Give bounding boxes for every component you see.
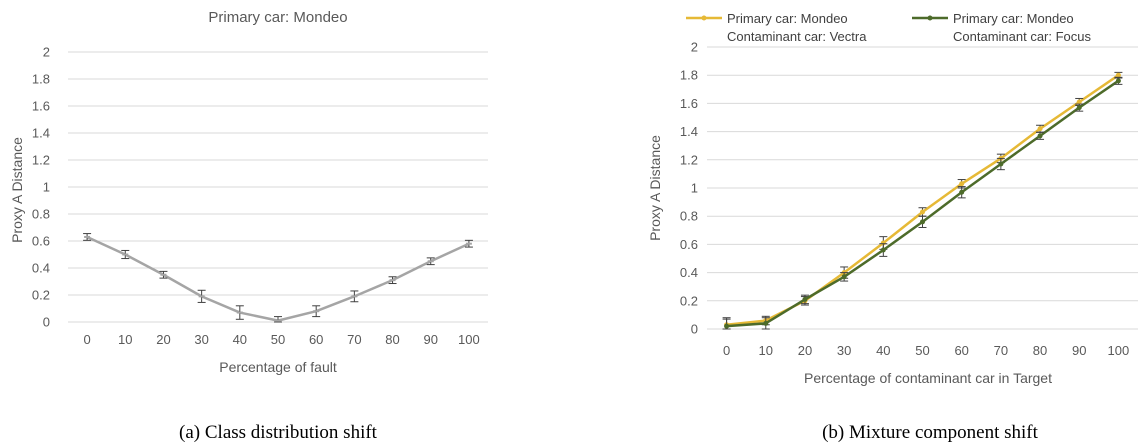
y-tick-label: 0: [43, 315, 50, 330]
chart-a-y-ticks: 0 0.2 0.4 0.6 0.8 1 1.2 1.4 1.6 1.8 2: [32, 45, 50, 330]
chart-a-title: Primary car: Mondeo: [208, 9, 347, 26]
chart-b: Primary car: Mondeo Contaminant car: Vec…: [647, 11, 1138, 443]
data-point: [724, 323, 730, 329]
x-tick-label: 60: [309, 332, 323, 347]
legend-swatch-marker: [927, 15, 933, 21]
y-tick-label: 0.2: [32, 288, 50, 303]
y-tick-label: 0.6: [680, 237, 698, 252]
x-tick-label: 0: [83, 332, 90, 347]
chart-b-series: [722, 71, 1123, 330]
x-tick-label: 20: [156, 332, 170, 347]
data-point: [1115, 72, 1121, 78]
x-tick-label: 60: [954, 343, 968, 358]
data-point: [959, 181, 965, 187]
data-point: [880, 247, 886, 253]
x-tick-label: 40: [876, 343, 890, 358]
x-tick-label: 50: [915, 343, 929, 358]
data-point: [920, 209, 925, 215]
x-tick-label: 70: [994, 343, 1008, 358]
legend-label: Primary car: Mondeo: [953, 11, 1074, 26]
y-tick-label: 1: [691, 181, 698, 196]
data-point: [802, 296, 808, 302]
data-point: [1076, 105, 1082, 111]
chart-a-x-ticks: 0 10 20 30 40 50 60 70 80 90 100: [83, 332, 479, 347]
chart-b-x-axis-label: Percentage of contaminant car in Target: [804, 370, 1052, 386]
chart-a-x-axis-label: Percentage of fault: [219, 359, 337, 375]
x-tick-label: 80: [385, 332, 399, 347]
series-line: [726, 79, 1120, 328]
y-tick-label: 0.4: [680, 265, 698, 280]
chart-b-x-ticks: 0 10 20 30 40 50 60 70 80 90 100: [723, 343, 1129, 358]
legend-label-line2: Contaminant car: Focus: [953, 29, 1092, 44]
x-tick-label: 80: [1033, 343, 1047, 358]
chart-a-gridlines: [68, 51, 488, 323]
x-tick-label: 10: [759, 343, 773, 358]
chart-a-caption: (a) Class distribution shift: [179, 422, 378, 443]
legend-label: Primary car: Mondeo: [727, 11, 848, 26]
y-tick-label: 1.4: [32, 126, 50, 141]
legend-label-line2: Contaminant car: Vectra: [727, 29, 867, 44]
y-tick-label: 1.6: [32, 99, 50, 114]
legend-swatch-marker: [701, 15, 707, 21]
data-point: [841, 274, 847, 280]
data-point: [959, 189, 965, 195]
x-tick-label: 100: [458, 332, 480, 347]
x-tick-label: 90: [423, 332, 437, 347]
x-tick-label: 40: [233, 332, 247, 347]
data-point: [1037, 126, 1043, 132]
y-tick-label: 1.4: [680, 124, 698, 139]
y-tick-label: 0.6: [32, 234, 50, 249]
y-tick-label: 0.4: [32, 261, 50, 276]
y-tick-label: 1.6: [680, 96, 698, 111]
series-line: [726, 74, 1120, 327]
x-tick-label: 30: [194, 332, 208, 347]
y-tick-label: 0.8: [32, 207, 50, 222]
x-tick-label: 10: [118, 332, 132, 347]
data-point: [1115, 78, 1121, 84]
data-point: [998, 161, 1004, 167]
y-tick-label: 1: [43, 180, 50, 195]
x-tick-label: 0: [723, 343, 730, 358]
data-point: [1037, 133, 1043, 139]
chart-b-legend: Primary car: Mondeo Contaminant car: Vec…: [686, 11, 1092, 44]
y-tick-label: 0: [691, 322, 698, 337]
chart-b-gridlines: [707, 46, 1138, 330]
x-tick-label: 30: [837, 343, 851, 358]
y-tick-label: 1.2: [680, 152, 698, 167]
series-line: [86, 235, 470, 322]
chart-b-caption: (b) Mixture component shift: [822, 422, 1039, 443]
x-tick-label: 70: [347, 332, 361, 347]
y-tick-label: 1.8: [32, 72, 50, 87]
chart-b-y-axis-label: Proxy A Distance: [647, 135, 663, 241]
x-tick-label: 50: [271, 332, 285, 347]
chart-a-series: [83, 233, 473, 323]
x-tick-label: 90: [1072, 343, 1086, 358]
chart-b-y-ticks: 0 0.2 0.4 0.6 0.8 1 1.2 1.4 1.6 1.8 2: [680, 40, 698, 337]
data-point: [763, 320, 769, 326]
y-tick-label: 1.2: [32, 153, 50, 168]
y-tick-label: 2: [43, 45, 50, 60]
data-point: [920, 219, 925, 225]
data-point: [1076, 99, 1082, 105]
y-tick-label: 0.2: [680, 293, 698, 308]
data-point: [880, 240, 886, 246]
y-tick-label: 0.8: [680, 209, 698, 224]
chart-a: Primary car: Mondeo 0 0.2 0.4 0.6 0.8 1 1.2 1.4…: [9, 9, 488, 443]
y-tick-label: 1.8: [680, 68, 698, 83]
x-tick-label: 20: [798, 343, 812, 358]
x-tick-label: 100: [1108, 343, 1130, 358]
chart-a-y-axis-label: Proxy A Distance: [9, 137, 25, 243]
y-tick-label: 2: [691, 40, 698, 55]
